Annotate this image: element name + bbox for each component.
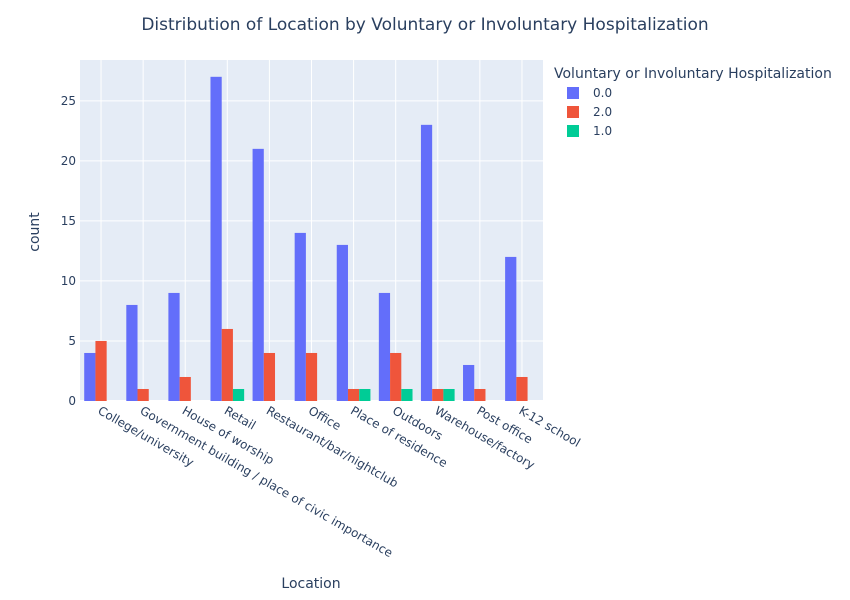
bar-1.0-8 (443, 388, 455, 401)
legend-label-0.0: 0.0 (593, 86, 612, 100)
legend-label-1.0: 1.0 (593, 124, 612, 138)
bar-0.0-10 (505, 256, 517, 401)
bar-2.0-4 (263, 352, 276, 401)
bar-layer (84, 76, 528, 402)
bar-0.0-2 (168, 292, 180, 401)
bar-2.0-3 (221, 328, 233, 401)
bar-0.0-8 (420, 124, 433, 402)
bar-2.0-9 (474, 388, 486, 401)
y-tick-label: 20 (61, 154, 76, 168)
x-axis-title: Location (281, 576, 340, 592)
legend-title: Voluntary or Involuntary Hospitalization (554, 66, 832, 82)
y-tick-label: 10 (61, 274, 76, 288)
bar-0.0-6 (336, 244, 348, 401)
bar-2.0-1 (137, 388, 149, 401)
chart-title: Distribution of Location by Voluntary or… (141, 15, 708, 35)
grid-layer (80, 60, 543, 402)
legend: Voluntary or Involuntary Hospitalization… (554, 66, 832, 138)
bar-2.0-2 (179, 376, 191, 401)
bar-0.0-4 (252, 148, 264, 401)
y-tick-label: 15 (61, 214, 76, 228)
x-tick-label: Government building / place of civic imp… (138, 403, 395, 560)
legend-items: 0.0 2.0 1.0 (567, 86, 612, 138)
bar-0.0-7 (378, 292, 391, 401)
y-tick-label: 25 (61, 94, 76, 108)
bar-2.0-0 (95, 340, 107, 401)
bar-0.0-9 (463, 364, 475, 401)
bar-0.0-5 (294, 232, 306, 401)
y-tick-label: 5 (68, 334, 76, 348)
y-tick-label: 0 (68, 394, 76, 408)
legend-swatch-2.0 (567, 106, 579, 118)
bar-2.0-8 (432, 388, 444, 401)
y-axis-title: count (27, 212, 43, 252)
bar-0.0-1 (126, 304, 138, 401)
bar-0.0-0 (84, 352, 96, 401)
bar-1.0-7 (401, 388, 413, 401)
bar-2.0-7 (390, 352, 402, 401)
legend-swatch-0.0 (567, 87, 579, 99)
y-tick-layer: 0 5 10 15 20 25 (61, 94, 76, 408)
legend-swatch-1.0 (567, 125, 579, 137)
legend-label-2.0: 2.0 (593, 105, 612, 119)
bar-1.0-6 (359, 388, 371, 401)
bar-2.0-6 (347, 388, 360, 401)
bar-2.0-5 (305, 352, 318, 401)
bar-1.0-3 (232, 388, 245, 401)
bar-0.0-3 (210, 76, 222, 401)
bar-2.0-10 (516, 376, 528, 401)
